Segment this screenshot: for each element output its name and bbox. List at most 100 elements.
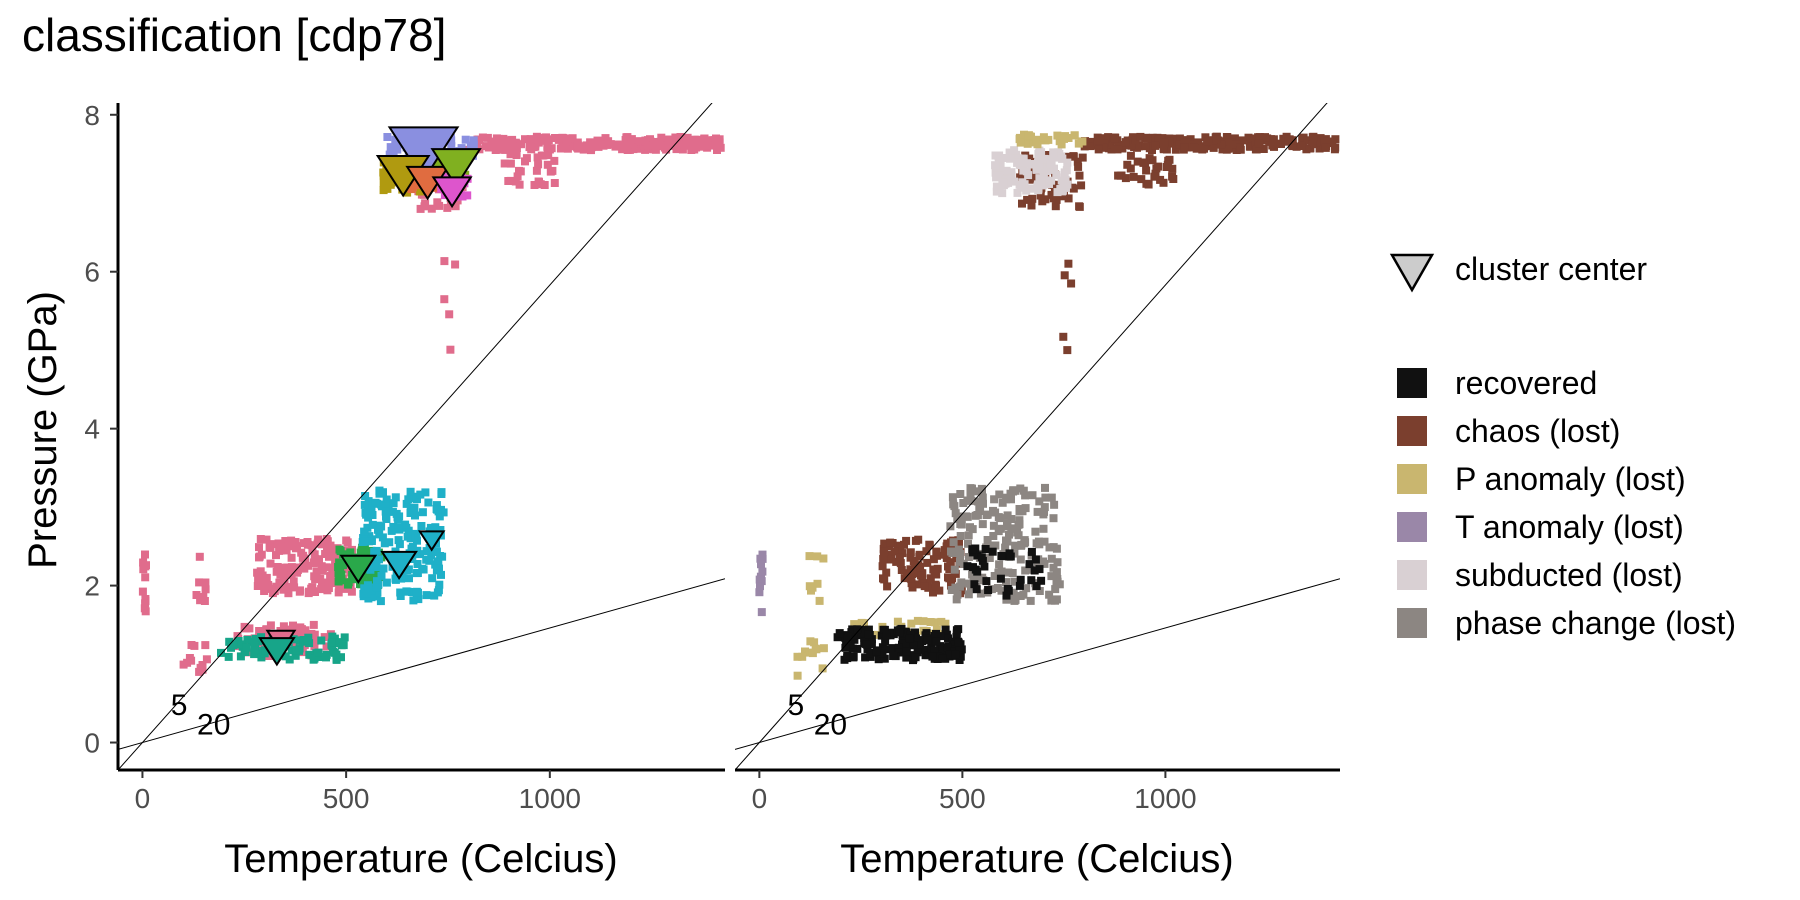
- data-point-chaos: [1075, 202, 1084, 211]
- data-point-cluster-1: [513, 172, 522, 181]
- data-point-cluster-1: [254, 574, 263, 583]
- data-point-cluster-1: [534, 160, 543, 169]
- data-point-chaos: [1148, 146, 1156, 154]
- data-point-chaos: [1023, 195, 1032, 204]
- data-point-recovered: [878, 649, 887, 658]
- data-point-recovered: [977, 553, 986, 562]
- y-tick-label: 4: [84, 414, 100, 445]
- data-point-cluster-4: [376, 597, 385, 606]
- data-point-cluster-1: [310, 637, 319, 646]
- data-point-phase_change: [997, 567, 1006, 576]
- data-point-recovered: [928, 652, 937, 661]
- data-point-cluster-4: [372, 583, 381, 592]
- data-point-chaos: [1218, 145, 1227, 154]
- data-point-subducted: [1000, 154, 1009, 162]
- data-point-cluster-3: [356, 548, 365, 557]
- data-point-recovered: [898, 636, 907, 644]
- data-point-phase_change: [1035, 497, 1044, 506]
- data-point-cluster-2: [340, 633, 349, 642]
- data-point-phase_change: [989, 532, 998, 540]
- data-point-cluster-4: [427, 551, 436, 560]
- data-point-recovered: [924, 651, 933, 660]
- data-point-cluster-1: [287, 553, 296, 562]
- data-point-cluster-1: [491, 139, 500, 148]
- data-point-cluster-1: [504, 177, 513, 185]
- data-point-phase_change: [967, 496, 976, 505]
- data-point-cluster-1: [499, 137, 507, 146]
- data-point-recovered: [955, 656, 964, 664]
- data-point-cluster-4: [372, 546, 381, 555]
- data-point-cluster-1: [491, 146, 500, 154]
- data-point-chaos: [879, 555, 888, 563]
- data-point-recovered: [955, 643, 964, 652]
- data-point-phase_change: [956, 490, 965, 498]
- data-point-subducted: [1022, 186, 1031, 195]
- data-point-cluster-1: [651, 145, 660, 154]
- data-point-phase_change: [956, 582, 965, 591]
- data-point-cluster-2: [303, 636, 312, 645]
- data-point-chaos: [951, 569, 960, 578]
- data-point-subducted: [1052, 170, 1061, 179]
- data-point-cluster-4: [422, 547, 431, 556]
- data-point-p_anomaly: [1074, 139, 1083, 148]
- data-point-cluster-3: [335, 558, 344, 567]
- data-point-cluster-1: [262, 573, 271, 582]
- data-point-recovered: [934, 652, 943, 661]
- data-point-chaos: [1292, 142, 1301, 151]
- data-point-subducted: [1032, 165, 1041, 174]
- data-point-cluster-1: [296, 623, 305, 632]
- data-point-cluster-1: [563, 144, 572, 153]
- data-point-cluster-4: [370, 561, 379, 570]
- data-point-phase_change: [997, 586, 1006, 595]
- left-panel: 0 2 4 6 8 0 500 1000 5 20 Temperature (Celcius)…: [21, 100, 725, 881]
- legend-label-p_anomaly: P anomaly (lost): [1455, 461, 1686, 497]
- data-point-phase_change: [1049, 563, 1058, 572]
- data-point-chaos: [1073, 157, 1082, 166]
- data-point-p_anomaly: [811, 644, 820, 653]
- data-point-phase_change: [1021, 491, 1030, 500]
- data-point-cluster-1: [550, 156, 559, 165]
- data-point-cluster-1: [320, 538, 329, 547]
- data-point-phase_change: [1035, 587, 1044, 595]
- data-point-chaos: [1059, 332, 1068, 341]
- data-point-cluster-1: [539, 151, 548, 160]
- data-point-phase_change: [1033, 560, 1042, 569]
- data-point-cluster-1: [690, 145, 699, 154]
- data-point-cluster-4: [392, 509, 401, 518]
- data-point-p_anomaly: [805, 582, 814, 591]
- data-point-recovered: [936, 632, 945, 641]
- data-point-chaos: [1104, 133, 1113, 142]
- data-point-cluster-1: [295, 587, 304, 596]
- data-point-phase_change: [954, 545, 963, 554]
- data-point-cluster-1: [713, 141, 722, 150]
- data-point-subducted: [992, 187, 1001, 196]
- data-point-chaos: [886, 538, 895, 547]
- data-point-chaos: [1175, 134, 1184, 143]
- data-point-recovered: [894, 643, 903, 652]
- data-point-phase_change: [1011, 595, 1020, 604]
- data-point-cluster-4: [382, 515, 391, 523]
- legend-item-p_anomaly: P anomaly (lost): [1397, 461, 1686, 497]
- data-point-recovered: [981, 545, 990, 553]
- data-point-cluster-1: [506, 150, 515, 159]
- data-point-cluster-4: [374, 525, 382, 534]
- data-point-recovered: [857, 629, 866, 638]
- data-point-chaos: [1222, 133, 1231, 141]
- data-point-chaos: [1027, 201, 1036, 210]
- data-point-chaos: [1099, 143, 1108, 152]
- data-point-cluster-1: [195, 578, 204, 587]
- data-point-subducted: [1063, 158, 1072, 167]
- data-point-chaos: [1280, 137, 1288, 146]
- data-point-chaos: [1067, 279, 1076, 288]
- data-point-cluster-1: [433, 198, 442, 207]
- data-point-cluster-4: [405, 574, 413, 583]
- data-point-cluster-3: [363, 570, 372, 579]
- data-point-chaos: [1074, 162, 1083, 171]
- data-point-subducted: [1061, 175, 1070, 184]
- legend-cluster-center-icon: [1389, 253, 1435, 293]
- data-point-t_anomaly: [757, 560, 765, 569]
- data-point-cluster-4: [403, 532, 412, 541]
- data-point-cluster-1: [253, 568, 262, 577]
- data-point-cluster-1: [586, 138, 595, 147]
- data-point-chaos: [1123, 160, 1132, 169]
